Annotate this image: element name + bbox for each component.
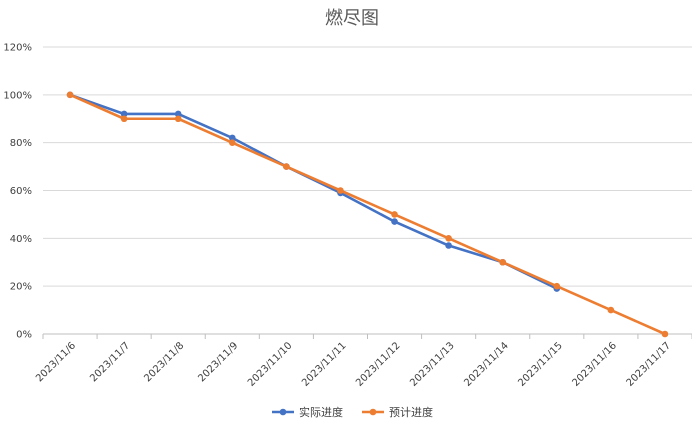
gridlines bbox=[43, 46, 692, 335]
x-axis-ticks: 2023/11/6 2023/11/7 2023/11/8 2023/11/9 2023… bbox=[34, 334, 692, 389]
series-line-1 bbox=[69, 93, 666, 336]
chart-title: 燃尽图 bbox=[325, 8, 379, 29]
series-lines bbox=[66, 91, 669, 338]
data-point bbox=[174, 115, 182, 123]
y-tick-label: 20% bbox=[10, 282, 32, 293]
x-tick-label: 2023/11/8 bbox=[142, 340, 186, 384]
y-tick-label: 0% bbox=[16, 330, 32, 341]
series-line-0 bbox=[69, 93, 558, 290]
x-tick-label: 2023/11/14 bbox=[462, 340, 511, 389]
legend: 实际进度 预计进度 bbox=[272, 405, 433, 419]
x-tick-label: 2023/11/13 bbox=[408, 340, 457, 389]
data-point bbox=[283, 163, 290, 170]
x-tick-label: 2023/11/6 bbox=[34, 340, 78, 384]
data-point bbox=[228, 134, 236, 142]
legend-label: 预计进度 bbox=[389, 405, 433, 419]
x-tick-label: 2023/11/10 bbox=[246, 340, 295, 389]
data-point bbox=[228, 139, 236, 146]
data-point bbox=[337, 187, 344, 194]
data-point bbox=[445, 242, 452, 249]
data-point bbox=[553, 282, 561, 290]
y-tick-label: 40% bbox=[10, 234, 32, 245]
x-tick-label: 2023/11/12 bbox=[354, 340, 403, 389]
x-tick-label: 2023/11/7 bbox=[88, 340, 132, 384]
y-tick-label: 100% bbox=[3, 90, 32, 101]
x-tick-label: 2023/11/17 bbox=[625, 340, 674, 389]
data-point bbox=[391, 211, 398, 218]
data-point bbox=[607, 306, 615, 314]
x-tick-label: 2023/11/16 bbox=[570, 340, 619, 389]
legend-label: 实际进度 bbox=[299, 405, 343, 419]
data-point bbox=[120, 110, 128, 118]
data-point bbox=[445, 235, 452, 242]
x-tick-label: 2023/11/9 bbox=[196, 340, 240, 384]
x-tick-label: 2023/11/15 bbox=[516, 340, 565, 389]
legend-marker bbox=[369, 408, 377, 416]
data-point bbox=[66, 91, 74, 99]
data-point bbox=[391, 218, 398, 225]
y-tick-label: 120% bbox=[3, 43, 32, 54]
data-point bbox=[499, 258, 507, 266]
y-axis-ticks: 0% 20% 40% 60% 80% 100% 120% bbox=[3, 43, 32, 341]
data-point bbox=[120, 115, 128, 123]
y-tick-label: 80% bbox=[10, 138, 32, 149]
y-tick-label: 60% bbox=[10, 186, 32, 197]
data-point bbox=[661, 330, 669, 338]
x-tick-label: 2023/11/11 bbox=[300, 340, 349, 389]
data-point bbox=[174, 110, 182, 118]
legend-marker bbox=[279, 408, 287, 416]
